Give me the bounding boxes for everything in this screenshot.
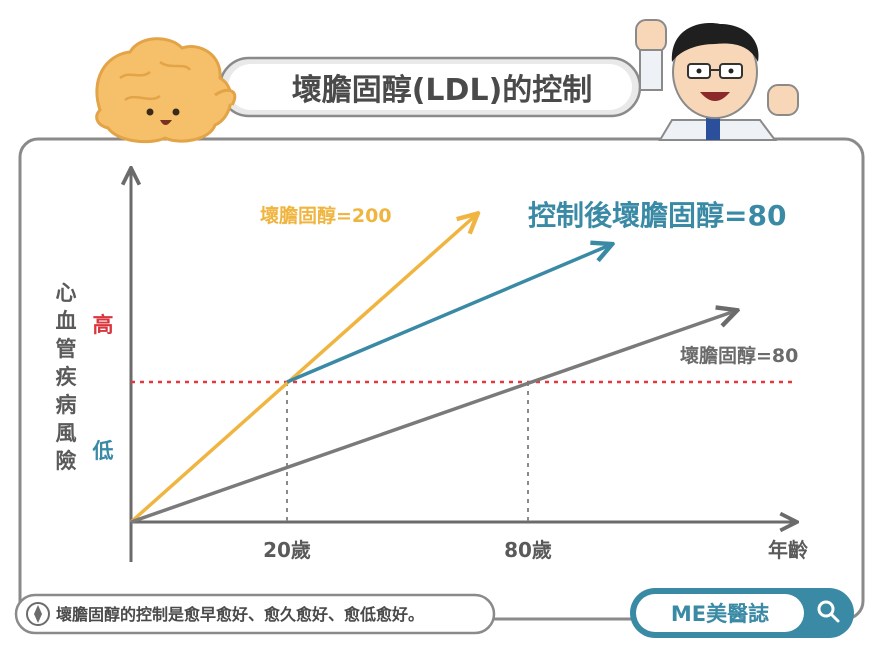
series-label: 壞膽固醇=200 xyxy=(260,204,392,227)
brand-search[interactable]: ME美醫誌 xyxy=(630,588,854,638)
y-level-low: 低 xyxy=(92,439,114,463)
y-level-high: 高 xyxy=(93,313,114,337)
chart-axes xyxy=(131,170,795,562)
raised-fist-icon xyxy=(635,19,667,91)
x-tick-label: 20歲 xyxy=(263,538,311,562)
x-axis-label: 年齡 xyxy=(768,538,808,562)
x-tick-label: 80歲 xyxy=(504,538,552,562)
series-ldl-80 xyxy=(130,311,735,524)
page-title: 壞膽固醇(LDL)的控制 xyxy=(292,73,593,108)
footer-note: 壞膽固醇的控制是愈早愈好、愈久愈好、愈低愈好。 xyxy=(14,593,496,635)
footer-note-text: 壞膽固醇的控制是愈早愈好、愈久愈好、愈低愈好。 xyxy=(56,605,424,624)
series-ldl-80-controlled xyxy=(286,245,610,384)
cholesterol-blob-icon xyxy=(95,37,237,144)
series-label: 控制後壞膽固醇=80 xyxy=(528,199,786,232)
y-axis-label: 心血管疾病風險 xyxy=(56,281,77,473)
doctor-icon xyxy=(635,19,799,141)
series-ldl-200 xyxy=(129,215,476,524)
raised-fist-icon xyxy=(767,84,799,116)
compass-icon xyxy=(26,602,50,626)
series-label: 壞膽固醇=80 xyxy=(680,344,798,367)
brand-label: ME美醫誌 xyxy=(671,602,769,626)
search-icon[interactable] xyxy=(817,600,840,623)
